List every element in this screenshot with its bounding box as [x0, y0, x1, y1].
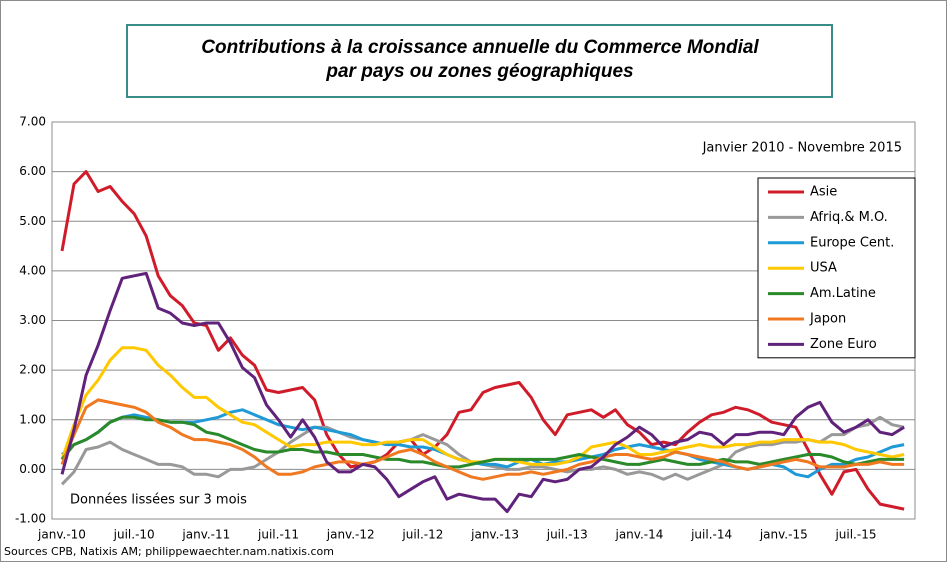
x-tick-label: juil.-13 [546, 528, 588, 542]
chart-title: Contributions à la croissance annuelle d… [201, 37, 759, 58]
y-tick-label: -1.00 [15, 512, 46, 526]
y-tick-label: 6.00 [19, 164, 46, 178]
y-tick-label: 2.00 [19, 363, 46, 377]
x-tick-label: janv.-13 [470, 528, 519, 542]
legend-label: Asie [810, 185, 837, 200]
x-tick-label: juil.-11 [257, 528, 299, 542]
title-box [126, 24, 833, 98]
x-tick-label: janv.-15 [759, 528, 808, 542]
legend-label: Am.Latine [810, 286, 876, 301]
x-tick-label: juil.-10 [113, 528, 155, 542]
x-tick-label: janv.-14 [614, 528, 663, 542]
y-tick-label: 7.00 [19, 115, 46, 129]
legend-label: USA [810, 261, 837, 276]
x-tick-label: janv.-11 [181, 528, 230, 542]
x-tick-label: juil.-15 [834, 528, 876, 542]
chart-title: par pays ou zones géographiques [325, 61, 633, 82]
y-tick-label: 4.00 [19, 263, 46, 277]
x-tick-label: juil.-14 [690, 528, 732, 542]
legend-label: Zone Euro [810, 337, 877, 352]
line-series [60, 398, 905, 481]
line-series [60, 415, 905, 469]
x-tick-label: janv.-10 [37, 528, 86, 542]
y-tick-label: 5.00 [19, 214, 46, 228]
line-series [60, 271, 905, 514]
annotation: Janvier 2010 - Novembre 2015 [702, 141, 902, 156]
x-tick-label: juil.-12 [401, 528, 443, 542]
legend-label: Japon [809, 312, 846, 327]
y-tick-label: 1.00 [19, 412, 46, 426]
y-tick-label: 0.00 [19, 462, 46, 476]
annotation: Données lissées sur 3 mois [70, 493, 247, 508]
source: Sources CPB, Natixis AM; philippewaechte… [4, 545, 334, 558]
legend-label: Europe Cent. [810, 235, 894, 250]
x-tick-label: janv.-12 [326, 528, 375, 542]
legend-label: Afriq.& M.O. [810, 210, 888, 225]
y-tick-label: 3.00 [19, 313, 46, 327]
